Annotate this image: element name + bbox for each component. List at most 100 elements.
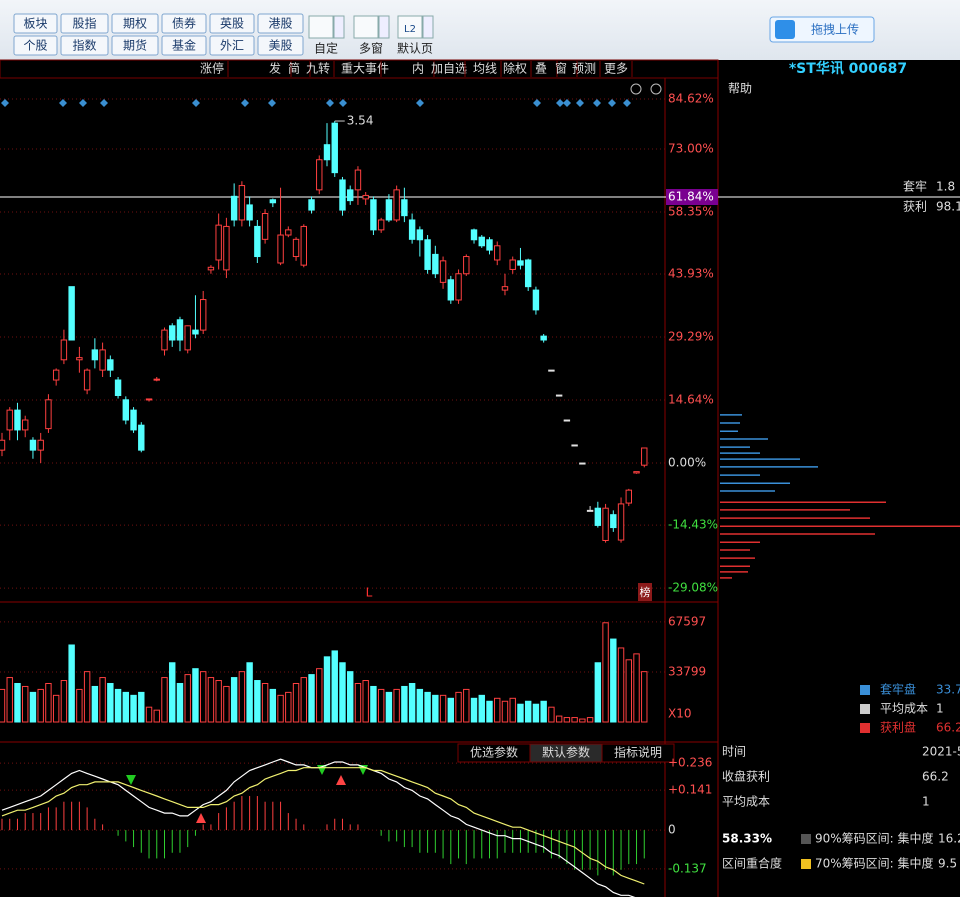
tool-label[interactable]: 多窗: [359, 42, 383, 56]
volume-bar: [540, 700, 547, 723]
tool-label[interactable]: 自定: [314, 41, 338, 56]
market-button-label[interactable]: 基金: [172, 38, 196, 53]
chart-tool[interactable]: 除权: [503, 61, 527, 76]
candle-body: [238, 185, 246, 221]
y-tick-label: 29.29%: [668, 330, 714, 344]
market-button[interactable]: [13, 13, 58, 34]
market-button-label[interactable]: 个股: [23, 39, 47, 53]
tool-icon[interactable]: [353, 15, 379, 39]
volume-bar: [114, 688, 122, 723]
market-button[interactable]: [13, 35, 58, 56]
market-button-label[interactable]: 指数: [72, 38, 96, 53]
candle-body: [486, 239, 493, 251]
event-marker[interactable]: [593, 99, 601, 107]
indicator-tab[interactable]: [601, 743, 675, 763]
event-marker[interactable]: [1, 99, 9, 107]
chart-tool[interactable]: 叠: [535, 62, 547, 76]
tool-label[interactable]: 默认页: [397, 41, 433, 56]
event-marker[interactable]: [100, 99, 108, 107]
market-button[interactable]: [111, 35, 159, 56]
indicator-tab-label[interactable]: 默认参数: [542, 745, 590, 760]
stat-label: 套牢: [903, 179, 927, 194]
volume-bar: [68, 644, 75, 723]
market-button-label[interactable]: 港股: [268, 17, 292, 31]
market-button-label[interactable]: 板块: [23, 17, 47, 31]
candle-body: [153, 378, 160, 381]
chart-tool[interactable]: 预测: [572, 62, 596, 76]
macd-arrow: [196, 813, 206, 823]
zoom-in[interactable]: [630, 83, 642, 95]
event-marker[interactable]: [79, 99, 87, 107]
event-marker[interactable]: [241, 99, 249, 107]
candle-body: [68, 286, 75, 341]
chart-tool[interactable]: 更多: [604, 62, 628, 76]
tool-icon[interactable]: [308, 15, 334, 39]
event-marker[interactable]: [556, 99, 564, 107]
event-marker[interactable]: [416, 99, 424, 107]
tool-dropdown[interactable]: [422, 15, 434, 39]
chart-tool[interactable]: 重大事件: [341, 62, 389, 76]
event-marker[interactable]: [326, 99, 334, 107]
market-button-label[interactable]: 外汇: [220, 39, 244, 53]
market-button[interactable]: [257, 13, 304, 34]
event-marker[interactable]: [59, 99, 67, 107]
event-marker[interactable]: [623, 99, 631, 107]
market-button-label[interactable]: 债券: [172, 16, 196, 31]
market-button[interactable]: [161, 13, 207, 34]
candle-body: [215, 224, 222, 261]
event-marker[interactable]: [608, 99, 616, 107]
market-button-label[interactable]: 股指: [72, 16, 96, 31]
market-button-label[interactable]: 美股: [268, 39, 292, 53]
market-button[interactable]: [257, 35, 304, 56]
market-button-label[interactable]: 期权: [123, 17, 147, 31]
market-button[interactable]: [209, 13, 255, 34]
candle-body: [277, 234, 284, 264]
candle-body: [161, 329, 168, 351]
market-button[interactable]: [209, 35, 255, 56]
y-tick-label: +0.236: [668, 756, 712, 770]
chart-tool[interactable]: 简: [288, 62, 300, 76]
event-marker[interactable]: [192, 99, 200, 107]
market-button-label[interactable]: 期货: [123, 38, 147, 53]
market-button[interactable]: [111, 13, 159, 34]
event-marker[interactable]: [268, 99, 276, 107]
event-marker[interactable]: [576, 99, 584, 107]
chart-tool[interactable]: 均线: [473, 62, 497, 76]
candle-body: [517, 260, 524, 266]
legend-value: 33.7: [936, 683, 960, 697]
tool-dropdown[interactable]: [378, 15, 390, 39]
indicator-tab-label[interactable]: 优选参数: [470, 745, 518, 760]
stat-label: 获利: [903, 200, 927, 214]
zoom-out[interactable]: [650, 83, 662, 95]
volume-bar: [60, 680, 68, 723]
indicator-tab-label[interactable]: 指标说明: [614, 745, 662, 760]
market-button-label[interactable]: 英股: [220, 17, 244, 31]
marker-l: L: [366, 586, 373, 600]
y-tick-label: 33799: [668, 664, 706, 678]
chart-tool[interactable]: 发: [269, 61, 281, 76]
y-tick-label: 43.93%: [668, 267, 714, 281]
market-button[interactable]: [60, 35, 109, 56]
upload-button[interactable]: [769, 16, 875, 43]
volume-bar: [509, 697, 516, 723]
volume-bar: [215, 680, 222, 723]
tool-dropdown[interactable]: [333, 15, 345, 39]
chart-tool[interactable]: 九转: [306, 61, 330, 76]
event-marker[interactable]: [533, 99, 541, 107]
dea-line: [1, 767, 645, 885]
range-swatch: [801, 859, 811, 869]
tool-icon[interactable]: [397, 15, 423, 39]
volume-bar: [586, 717, 594, 723]
market-button[interactable]: [60, 13, 109, 34]
volume-bar: [76, 688, 83, 723]
stat-value: 1.8: [936, 180, 955, 194]
chart-tool[interactable]: 内: [412, 62, 424, 76]
event-marker[interactable]: [563, 99, 571, 107]
chart-tool[interactable]: 加自选: [431, 62, 467, 76]
event-marker[interactable]: [339, 99, 347, 107]
candle-body: [478, 236, 485, 247]
chart-tool[interactable]: 窗: [555, 62, 567, 76]
chart-tool[interactable]: 涨停: [200, 61, 224, 76]
market-button[interactable]: [161, 35, 207, 56]
